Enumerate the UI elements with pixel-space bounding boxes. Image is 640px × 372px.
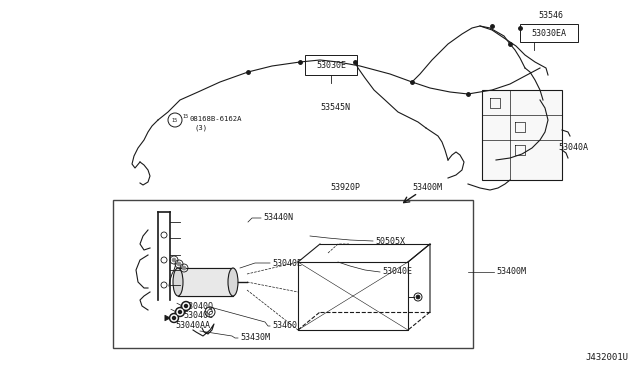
Text: 53040A: 53040A <box>558 144 588 153</box>
Bar <box>520 24 578 42</box>
Text: 53460: 53460 <box>272 321 297 330</box>
Text: 53920P: 53920P <box>330 183 360 192</box>
Text: 53546: 53546 <box>538 12 563 20</box>
Ellipse shape <box>228 268 238 296</box>
Text: 53040Q: 53040Q <box>183 301 213 311</box>
Bar <box>305 55 357 75</box>
Circle shape <box>177 309 183 315</box>
Bar <box>178 268 233 296</box>
Text: 50505X: 50505X <box>375 237 405 246</box>
Text: 53040E: 53040E <box>382 267 412 276</box>
Text: 53400M: 53400M <box>412 183 442 192</box>
Ellipse shape <box>173 268 183 296</box>
Text: 53030EA: 53030EA <box>531 29 566 38</box>
Text: 53430M: 53430M <box>240 334 270 343</box>
Text: 08168B-6162A: 08168B-6162A <box>190 116 243 122</box>
Text: 53400M: 53400M <box>496 267 526 276</box>
Text: 53040AA: 53040AA <box>175 321 210 330</box>
Text: 53030E: 53030E <box>316 61 346 70</box>
Text: 53040C: 53040C <box>183 311 213 321</box>
Circle shape <box>175 308 184 317</box>
Circle shape <box>177 262 181 266</box>
Text: 53440N: 53440N <box>263 214 293 222</box>
Text: 15: 15 <box>172 119 178 124</box>
Circle shape <box>416 295 420 299</box>
Circle shape <box>179 311 182 314</box>
Text: 53545N: 53545N <box>320 103 350 112</box>
Text: 15: 15 <box>183 115 189 119</box>
Circle shape <box>171 315 177 321</box>
Bar <box>113 200 473 348</box>
Circle shape <box>182 266 186 270</box>
Circle shape <box>170 314 179 323</box>
Circle shape <box>182 301 191 311</box>
Circle shape <box>172 258 176 262</box>
Text: J432001U: J432001U <box>585 353 628 362</box>
Bar <box>482 90 562 180</box>
Circle shape <box>184 305 188 308</box>
Text: 53040E: 53040E <box>272 259 302 267</box>
Text: (3): (3) <box>194 125 207 131</box>
Circle shape <box>183 303 189 309</box>
Circle shape <box>173 317 175 320</box>
